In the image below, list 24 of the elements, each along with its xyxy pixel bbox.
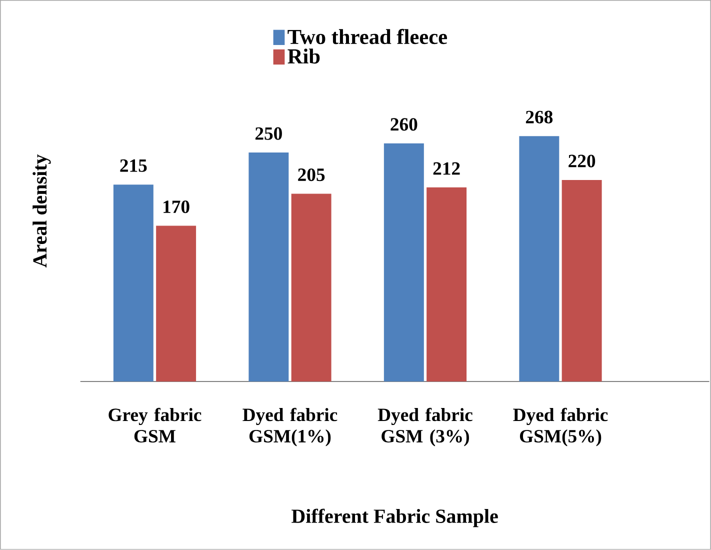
- legend-label: Rib: [288, 48, 320, 64]
- data-label: 268: [526, 110, 553, 124]
- data-label: 220: [568, 154, 596, 168]
- bar: [291, 194, 332, 382]
- y-axis-title: Areal density: [32, 154, 51, 268]
- bar: [248, 152, 289, 382]
- bar: [384, 144, 424, 382]
- data-label: 250: [255, 127, 282, 140]
- x-tick-label: Dyed fabric GSM (3%): [378, 408, 472, 446]
- x-axis-title: Different Fabric Sample: [292, 508, 498, 528]
- legend-label: Two thread fleece: [288, 29, 447, 44]
- bar: [562, 180, 602, 382]
- x-tick-label: Grey fabric GSM: [108, 408, 202, 443]
- x-tick-label: Dyed fabric GSM(5%): [513, 408, 608, 446]
- bar: [426, 187, 467, 382]
- bar: [113, 184, 154, 382]
- x-tick-label: Dyed fabric GSM(1%): [242, 408, 338, 446]
- data-label: 215: [120, 159, 147, 172]
- bar: [519, 136, 560, 382]
- data-label: 205: [298, 168, 325, 182]
- data-label: 260: [390, 118, 418, 131]
- data-label: 170: [164, 200, 190, 214]
- bar: [156, 226, 196, 382]
- data-label: 212: [433, 162, 460, 175]
